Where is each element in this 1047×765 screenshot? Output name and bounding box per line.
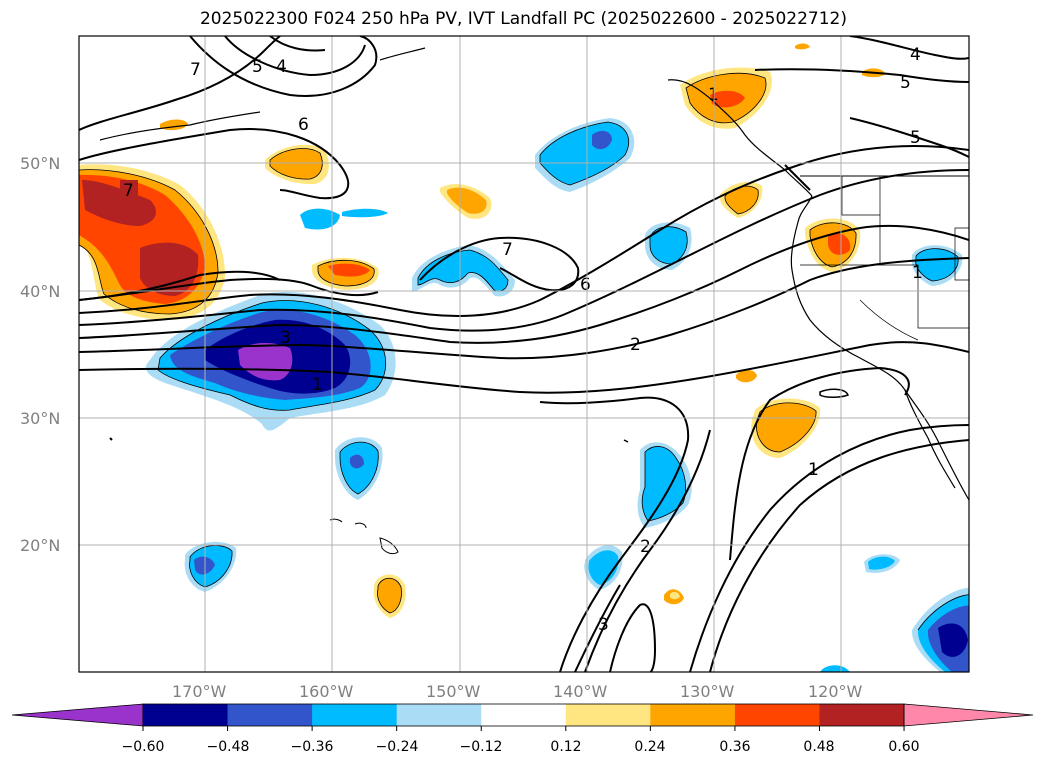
colorbar-tick-label: −0.60 — [122, 739, 165, 755]
lat-label: 50°N — [20, 154, 60, 173]
contour-label: 2 — [630, 335, 641, 355]
contour-label: 5 — [900, 73, 911, 93]
contour-label: 1 — [808, 460, 819, 480]
contour-label: 6 — [298, 115, 309, 135]
contour-label: 5 — [910, 128, 921, 148]
contour-label: 7 — [123, 181, 134, 201]
contour-labels: 7 3 5 4 6 7 7 6 2 1 1 2 3 1 4 5 5 1 — [120, 45, 923, 635]
colorbar-segment — [565, 704, 651, 726]
colorbar-tick-label: −0.48 — [207, 739, 250, 755]
lon-label: 140°W — [553, 682, 608, 701]
lon-label: 170°W — [172, 682, 227, 701]
colorbar-segment — [650, 704, 736, 726]
contour-lines — [79, 36, 969, 672]
latitude-labels: 50°N 40°N 30°N 20°N — [20, 154, 60, 555]
lon-label: 130°W — [680, 682, 735, 701]
map-frame — [78, 35, 970, 673]
map-panel: 7 3 5 4 6 7 7 6 2 1 1 2 3 1 4 5 5 1 — [79, 36, 969, 672]
colorbar-tick-label: 0.36 — [719, 739, 750, 755]
colorbar-tick-label: 0.48 — [803, 739, 834, 755]
contour-label: 6 — [580, 275, 591, 295]
lon-label: 150°W — [426, 682, 481, 701]
colorbar-extend-right — [903, 703, 1034, 727]
contour-label: 3 — [280, 328, 291, 348]
gridlines — [79, 36, 969, 672]
map-title: 2025022300 F024 250 hPa PV, IVT Landfall… — [199, 9, 847, 29]
contour-label: 4 — [910, 45, 921, 65]
colorbar-tick-label: 0.24 — [634, 739, 665, 755]
colorbar-segment — [819, 704, 905, 726]
coastlines — [99, 47, 969, 555]
colorbar-segment — [734, 704, 820, 726]
longitude-labels: 170°W 160°W 150°W 140°W 130°W 120°W — [172, 682, 863, 701]
contour-label: 4 — [276, 57, 287, 77]
contour-label: 5 — [252, 57, 263, 77]
colorbar-extend-left — [11, 703, 144, 727]
colorbar-tick-label: 0.60 — [888, 739, 919, 755]
contour-label: 3 — [598, 615, 609, 635]
colorbar-segment — [143, 704, 229, 726]
colorbar-segment — [481, 704, 567, 726]
contour-label: 2 — [640, 537, 651, 557]
contour-label: 7 — [190, 60, 201, 80]
lat-label: 20°N — [20, 536, 60, 555]
colorbar-tick-label: −0.24 — [376, 739, 419, 755]
colorbar-segment — [312, 704, 398, 726]
lon-label: 160°W — [299, 682, 354, 701]
contour-label: 1 — [708, 85, 719, 105]
colorbar-tick-label: −0.36 — [291, 739, 334, 755]
colorbar-tick-label: −0.12 — [460, 739, 503, 755]
contour-label: 1 — [912, 263, 923, 283]
lat-label: 40°N — [20, 282, 60, 301]
lat-label: 30°N — [20, 409, 60, 428]
lon-label: 120°W — [808, 682, 863, 701]
colorbar-tick-label: 0.12 — [550, 739, 581, 755]
colorbar-segment — [227, 704, 313, 726]
colorbar — [11, 703, 1034, 731]
contour-label: 7 — [502, 240, 513, 260]
colorbar-tick-labels: −0.60 −0.48 −0.36 −0.24 −0.12 0.12 0.24 … — [122, 739, 920, 755]
anomaly-outlines — [79, 72, 969, 631]
colorbar-outline — [142, 703, 905, 727]
contour-label: 1 — [312, 375, 323, 395]
colorbar-segment — [396, 704, 482, 726]
